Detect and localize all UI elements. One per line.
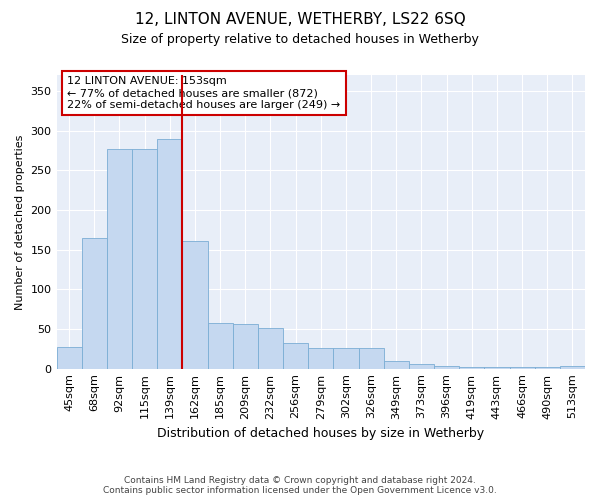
- Bar: [258, 328, 283, 368]
- Text: 12 LINTON AVENUE: 153sqm
← 77% of detached houses are smaller (872)
22% of semi-: 12 LINTON AVENUE: 153sqm ← 77% of detach…: [67, 76, 340, 110]
- Bar: [308, 348, 334, 368]
- Text: Contains HM Land Registry data © Crown copyright and database right 2024.
Contai: Contains HM Land Registry data © Crown c…: [103, 476, 497, 495]
- Bar: [56, 347, 82, 368]
- Bar: [208, 324, 233, 368]
- Bar: [509, 367, 535, 368]
- Bar: [82, 238, 107, 368]
- Bar: [560, 366, 585, 368]
- Text: 12, LINTON AVENUE, WETHERBY, LS22 6SQ: 12, LINTON AVENUE, WETHERBY, LS22 6SQ: [134, 12, 466, 28]
- Bar: [535, 367, 560, 368]
- Bar: [484, 367, 509, 368]
- Bar: [459, 367, 484, 368]
- Bar: [157, 140, 182, 368]
- Bar: [233, 324, 258, 368]
- Y-axis label: Number of detached properties: Number of detached properties: [15, 134, 25, 310]
- Bar: [359, 348, 383, 368]
- Bar: [434, 366, 459, 368]
- Text: Size of property relative to detached houses in Wetherby: Size of property relative to detached ho…: [121, 32, 479, 46]
- Bar: [383, 360, 409, 368]
- Bar: [182, 241, 208, 368]
- Bar: [107, 149, 132, 368]
- Bar: [132, 149, 157, 368]
- X-axis label: Distribution of detached houses by size in Wetherby: Distribution of detached houses by size …: [157, 427, 484, 440]
- Bar: [283, 344, 308, 368]
- Bar: [334, 348, 359, 368]
- Bar: [409, 364, 434, 368]
